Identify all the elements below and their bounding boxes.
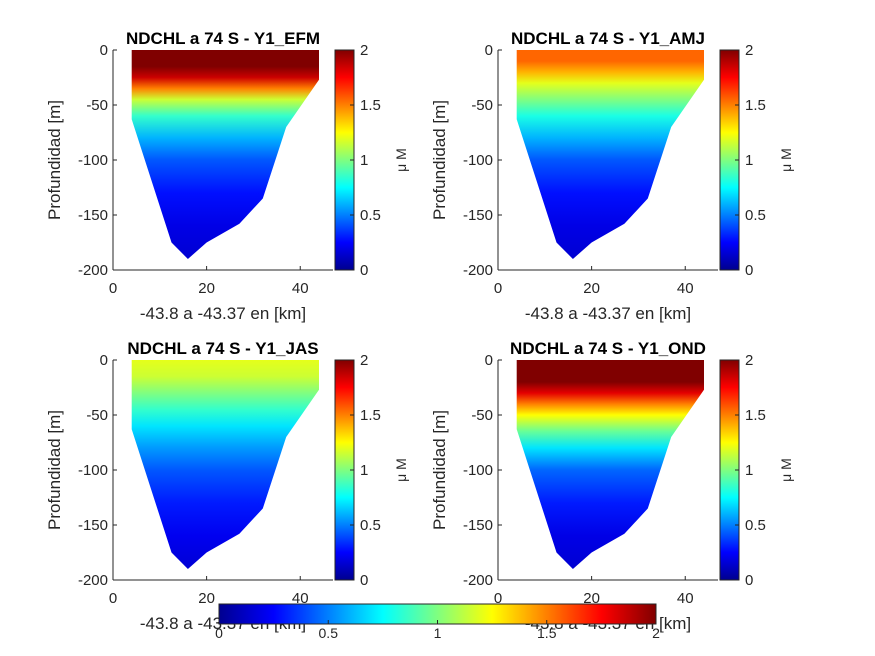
x-tick-label: 40 — [292, 280, 309, 297]
section-fill — [516, 50, 704, 259]
shared-colorbar-tick-label: 0.5 — [319, 625, 339, 641]
shared-colorbar-tick-label: 0 — [215, 625, 223, 641]
colorbar-tick-label: 2 — [360, 352, 368, 369]
y-axis-label: Profundidad [m] — [45, 410, 64, 530]
colorbar-tick-label: 0 — [745, 262, 753, 279]
y-tick-label: -100 — [463, 462, 493, 479]
colorbar-tick-label: 0.5 — [745, 517, 766, 534]
colorbar-tick-label: 1.5 — [745, 407, 766, 424]
x-tick-label: 0 — [109, 590, 117, 607]
y-tick-label: -50 — [471, 97, 493, 114]
colorbar-tick-label: 0.5 — [745, 207, 766, 224]
y-tick-label: -200 — [463, 572, 493, 589]
y-tick-label: -100 — [463, 152, 493, 169]
x-tick-label: 40 — [292, 590, 309, 607]
y-tick-label: -50 — [86, 407, 108, 424]
y-tick-label: 0 — [485, 352, 493, 369]
y-tick-label: 0 — [100, 352, 108, 369]
colorbar-tick-label: 2 — [360, 42, 368, 59]
colorbar-tick-label: 1 — [360, 152, 368, 169]
chart-title: NDCHL a 74 S - Y1_AMJ — [511, 29, 705, 48]
colorbar-tick-label: 1 — [745, 462, 753, 479]
section-fill — [516, 360, 704, 569]
x-tick-label: 20 — [583, 280, 600, 297]
colorbar-tick-label: 0 — [360, 572, 368, 589]
colorbar-label: μ M — [393, 148, 409, 172]
colorbar-tick-label: 0.5 — [360, 207, 381, 224]
colorbar-tick-label: 2 — [745, 42, 753, 59]
y-tick-label: 0 — [485, 42, 493, 59]
colorbar-tick-label: 0 — [360, 262, 368, 279]
colorbar-label: μ M — [778, 148, 794, 172]
colorbar-label: μ M — [393, 458, 409, 482]
x-axis-label: -43.8 a -43.37 en [km] — [525, 304, 691, 323]
y-tick-label: -150 — [78, 207, 108, 224]
x-axis-label: -43.8 a -43.37 en [km] — [140, 304, 306, 323]
shared-colorbar: 0 0.5 1 1.5 2 — [215, 603, 660, 641]
x-tick-label: 20 — [198, 280, 215, 297]
y-axis-label: Profundidad [m] — [430, 100, 449, 220]
chart-title: NDCHL a 74 S - Y1_OND — [510, 339, 706, 358]
chart-title: NDCHL a 74 S - Y1_EFM — [126, 29, 320, 48]
colorbar-tick-label: 1 — [745, 152, 753, 169]
x-tick-label: 20 — [583, 590, 600, 607]
colorbar-tick-label: 1.5 — [360, 97, 381, 114]
shared-colorbar-tick-label: 2 — [652, 625, 660, 641]
x-tick-label: 0 — [109, 280, 117, 297]
colorbar-label: μ M — [778, 458, 794, 482]
colorbar-tick-label: 0 — [745, 572, 753, 589]
section-fill — [131, 360, 319, 569]
shared-colorbar-tick-label: 1.5 — [537, 625, 557, 641]
y-tick-label: -100 — [78, 462, 108, 479]
shared-colorbar-tick-label: 1 — [434, 625, 442, 641]
y-tick-label: -50 — [86, 97, 108, 114]
y-tick-label: -100 — [78, 152, 108, 169]
colorbar-tick-label: 1.5 — [360, 407, 381, 424]
section-fill — [131, 50, 319, 259]
y-axis-label: Profundidad [m] — [430, 410, 449, 530]
y-tick-label: -200 — [463, 262, 493, 279]
x-tick-label: 0 — [494, 280, 502, 297]
colorbar-tick-label: 2 — [745, 352, 753, 369]
y-tick-label: -150 — [78, 517, 108, 534]
y-axis-label: Profundidad [m] — [45, 100, 64, 220]
x-tick-label: 40 — [677, 280, 694, 297]
colorbar-tick-label: 1 — [360, 462, 368, 479]
y-tick-label: -150 — [463, 207, 493, 224]
y-tick-label: -200 — [78, 572, 108, 589]
x-tick-label: 0 — [494, 590, 502, 607]
x-tick-label: 40 — [677, 590, 694, 607]
y-tick-label: -200 — [78, 262, 108, 279]
y-tick-label: 0 — [100, 42, 108, 59]
colorbar-tick-label: 1.5 — [745, 97, 766, 114]
x-tick-label: 20 — [198, 590, 215, 607]
colorbar-tick-label: 0.5 — [360, 517, 381, 534]
y-tick-label: -150 — [463, 517, 493, 534]
y-tick-label: -50 — [471, 407, 493, 424]
chart-title: NDCHL a 74 S - Y1_JAS — [127, 339, 318, 358]
